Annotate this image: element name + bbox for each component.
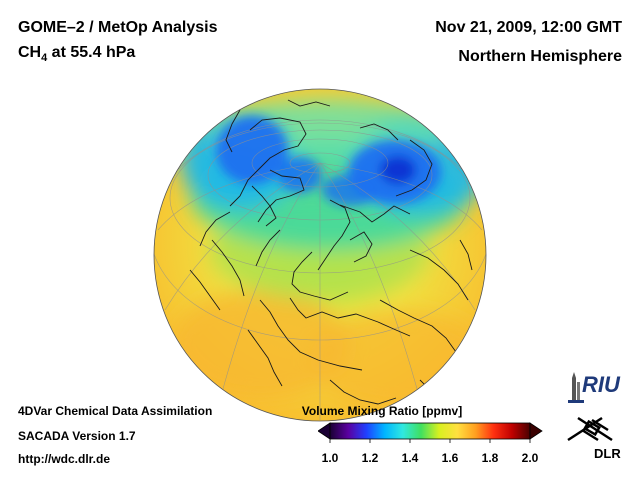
colorbar-tick-label: 1.2	[361, 451, 379, 465]
riu-text: RIU	[582, 372, 620, 397]
dlr-emblem-icon	[567, 416, 613, 442]
colorbar-gradient	[329, 422, 531, 440]
footer-line1: 4DVar Chemical Data Assimilation	[18, 404, 213, 418]
footer-line2: SACADA Version 1.7	[18, 429, 136, 443]
colorbar-tick-label: 1.0	[321, 451, 339, 465]
colorbar-tick-label: 1.4	[401, 451, 419, 465]
colorbar-over-triangle	[529, 422, 543, 440]
dlr-text: DLR	[594, 446, 621, 461]
colorbar-under-triangle	[318, 422, 331, 440]
species-label: CH4 at 55.4 hPa	[18, 44, 136, 64]
colorbar	[318, 422, 543, 443]
species-level: at 55.4 hPa	[47, 44, 136, 61]
region-label: Northern Hemisphere	[458, 48, 622, 65]
riu-logo: RIU	[566, 372, 630, 406]
species-subscript: 4	[41, 52, 48, 64]
footer-url-link[interactable]: http://wdc.dlr.de	[18, 452, 110, 466]
globe-outline	[153, 88, 487, 422]
riu-tower-icon	[568, 372, 584, 403]
analysis-title: GOME–2 / MetOp Analysis	[18, 19, 218, 36]
colorbar-tick-label: 1.8	[481, 451, 499, 465]
colorbar-title: Volume Mixing Ratio [ppmv]	[301, 404, 463, 418]
colorbar-tick-label: 2.0	[521, 451, 539, 465]
datetime-label: Nov 21, 2009, 12:00 GMT	[435, 19, 622, 36]
species-main: CH	[18, 44, 42, 61]
dlr-logo: DLR	[562, 414, 622, 470]
colorbar-tick-label: 1.6	[441, 451, 459, 465]
